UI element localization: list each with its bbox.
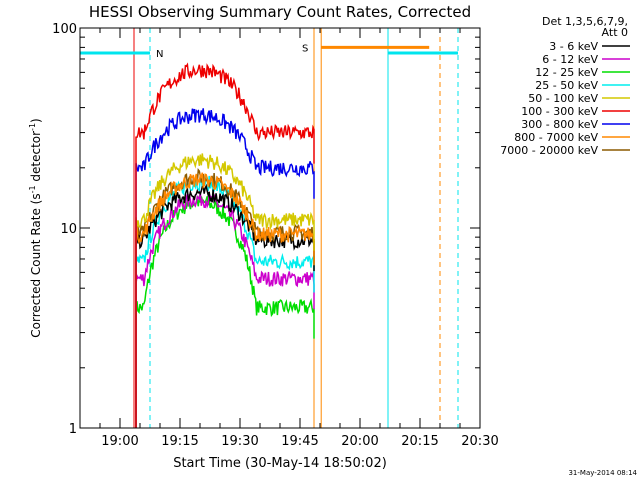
legend-entry-label: 25 - 50 keV bbox=[535, 79, 598, 92]
x-tick-label: 19:45 bbox=[281, 434, 318, 449]
y-axis-label: Corrected Count Rate (s-1 detector-1) bbox=[28, 118, 43, 337]
x-axis-label: Start Time (30-May-14 18:50:02) bbox=[173, 456, 387, 471]
x-tick-label: 19:30 bbox=[221, 434, 258, 449]
series-line bbox=[135, 108, 315, 428]
flag-label: N bbox=[156, 49, 163, 60]
series-line bbox=[135, 191, 315, 428]
legend-entry-label: 100 - 300 keV bbox=[521, 105, 598, 118]
series-lines bbox=[135, 62, 315, 428]
legend-header: Att 0 bbox=[602, 26, 628, 39]
legend-entry-label: 6 - 12 keV bbox=[542, 53, 598, 66]
x-tick-label: 19:00 bbox=[101, 434, 138, 449]
legend-entry-label: 800 - 7000 keV bbox=[514, 131, 598, 144]
series-line bbox=[135, 62, 315, 428]
series-line bbox=[135, 153, 315, 428]
flag-label: S bbox=[302, 43, 308, 54]
y-tick-label: 10 bbox=[60, 222, 77, 237]
x-tick-label: 19:15 bbox=[161, 434, 198, 449]
series-line bbox=[135, 195, 315, 428]
legend-entry-label: 3 - 6 keV bbox=[549, 40, 598, 53]
y-tick-label: 1 bbox=[69, 422, 77, 437]
x-tick-label: 20:15 bbox=[401, 434, 438, 449]
legend-entry-label: 12 - 25 keV bbox=[535, 66, 598, 79]
chart-title: HESSI Observing Summary Count Rates, Cor… bbox=[89, 3, 471, 21]
x-tick-label: 20:30 bbox=[461, 434, 498, 449]
legend-entry-label: 300 - 800 keV bbox=[521, 118, 598, 131]
x-tick-label: 20:00 bbox=[341, 434, 378, 449]
y-tick-label: 100 bbox=[52, 22, 77, 37]
axis-ticks: 19:00 19:15 19:30 19:45 20:00 20:15 20:30 1 10 10… bbox=[52, 22, 499, 449]
legend-entry-label: 7000 - 20000 keV bbox=[500, 144, 598, 157]
legend-entry-label: 50 - 100 keV bbox=[528, 92, 598, 105]
series-line bbox=[135, 168, 315, 428]
series-line bbox=[135, 172, 315, 428]
flag-bars: NS bbox=[80, 43, 458, 60]
render-timestamp: 31-May-2014 08:14 bbox=[568, 469, 637, 477]
legend-header: Det 1,3,5,6,7,9, bbox=[542, 15, 628, 28]
